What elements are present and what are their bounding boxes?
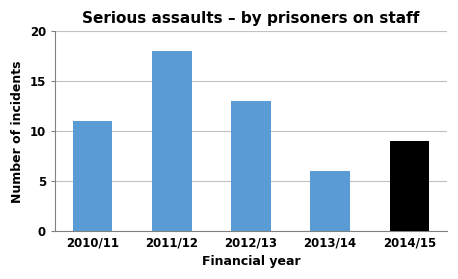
Bar <box>311 172 350 232</box>
Bar <box>152 51 191 232</box>
X-axis label: Financial year: Financial year <box>202 255 300 268</box>
Title: Serious assaults – by prisoners on staff: Serious assaults – by prisoners on staff <box>82 11 420 26</box>
Bar <box>73 121 113 232</box>
Y-axis label: Number of incidents: Number of incidents <box>11 60 24 203</box>
Bar <box>231 102 271 232</box>
Bar <box>389 141 429 232</box>
